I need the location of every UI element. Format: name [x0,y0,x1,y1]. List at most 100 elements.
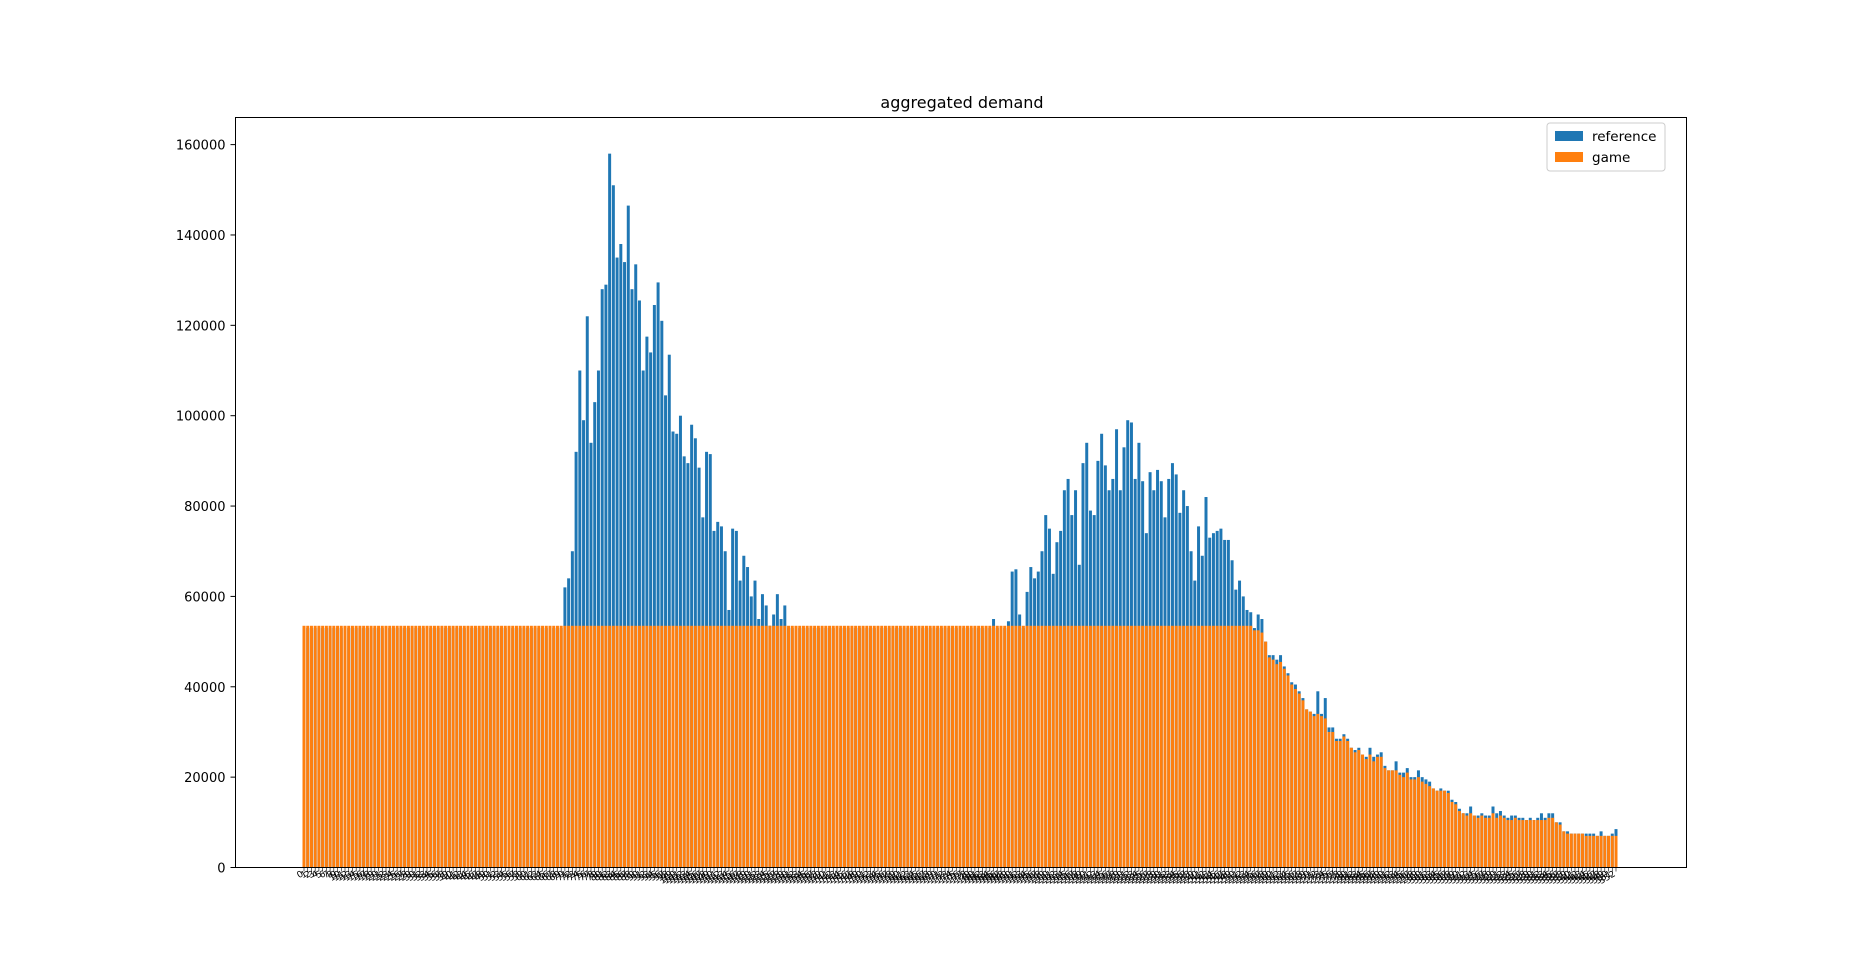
bar-game [764,625,768,868]
bar-game [1044,625,1048,868]
bar-game [999,625,1003,868]
bar-game [1495,817,1499,868]
bar-game [1346,740,1350,868]
bar-game [1357,750,1361,868]
bar-game [1260,632,1264,868]
bar-game [537,625,541,868]
x-tick-label: 47 [466,869,481,883]
bar-game [589,625,593,868]
bar-game [1290,684,1294,868]
bar-game [951,625,955,868]
x-tick-label: 85 [607,869,622,883]
legend-swatch-reference [1555,131,1583,141]
bar-game [608,625,612,868]
bar-game [958,625,962,868]
x-tick-label: 71 [555,869,570,883]
bar-game [880,625,884,868]
bar-game [421,625,425,868]
bar-game [544,625,548,868]
bar-game [395,625,399,868]
bar-game [623,625,627,868]
x-tick-label: 6 [318,869,328,881]
bar-game [1487,817,1491,868]
bar-game [455,625,459,868]
bar-game [932,625,936,868]
bar-game [775,625,779,868]
bar-game [693,625,697,868]
y-axis: 0 20000 40000 60000 80000 100000 120000 140000 1… [176,139,236,877]
bar-game [1107,625,1111,868]
bar-game [1450,801,1454,868]
bar-game [1204,625,1208,868]
bar-game [954,625,958,868]
bar-game [1566,833,1570,868]
y-tick-label: 140000 [176,229,226,244]
bar-game [425,625,429,868]
bar-game [716,625,720,868]
bar-game [787,625,791,868]
x-tick-label: 51 [481,869,496,883]
bar-game [1018,625,1022,868]
x-tick-label: 42 [447,869,462,883]
bar-game [1133,625,1137,868]
bar-game [1461,813,1465,868]
bar-game [1122,625,1126,868]
bar-game [1118,625,1122,868]
bar-game [708,625,712,868]
bar-game [634,625,638,868]
bar-game [1238,625,1242,868]
x-tick-label: 73 [563,869,578,883]
bar-game [652,625,656,868]
bar-game [828,625,832,868]
x-tick-label: 22 [373,869,388,883]
bar-game [690,625,694,868]
plot-area-frame [235,117,1687,868]
bar-game [1047,625,1051,868]
bar-game [939,625,943,868]
bar-game [1159,625,1163,868]
bar-game [749,625,753,868]
bar-game [1353,752,1357,868]
bar-game [596,625,600,868]
bar-game [332,625,336,868]
bar-game [656,625,660,868]
bar-game [306,625,310,868]
x-tick-label: 53 [488,869,503,883]
x-tick-label: 97 [652,869,667,883]
x-tick-label: 1 [299,869,309,881]
bar-game [1167,625,1171,868]
bar-game [313,625,317,868]
bar-game [1275,664,1279,868]
bar-game [1088,625,1092,868]
bar-game [943,625,947,868]
bar-reference [626,205,630,868]
bar-game [1279,661,1283,868]
bar-game [1569,833,1573,868]
x-tick-label: 95 [645,869,660,883]
bar-game [801,625,805,868]
x-tick-label: 3 [307,869,317,881]
bar-game [1409,779,1413,868]
bar-reference [578,370,582,868]
bar-game [533,625,537,868]
bar-game [664,625,668,868]
bar-game [1547,817,1551,868]
x-tick-label: 12 [335,869,350,883]
bar-game [809,625,813,868]
bar-game [678,625,682,868]
bar-game [373,625,377,868]
bar-game [645,625,649,868]
bar-game [440,625,444,868]
bar-game [1100,625,1104,868]
bar-game [615,625,619,868]
bar-game [734,625,738,868]
bar-game [473,625,477,868]
bar-game [1327,731,1331,868]
bar-game [302,625,306,868]
bar-game [1416,777,1420,868]
bar-game [839,625,843,868]
bar-game [1342,736,1346,868]
bar-game [436,625,440,868]
x-tick-label: 43 [451,869,466,883]
x-tick-label: 75 [570,869,585,883]
